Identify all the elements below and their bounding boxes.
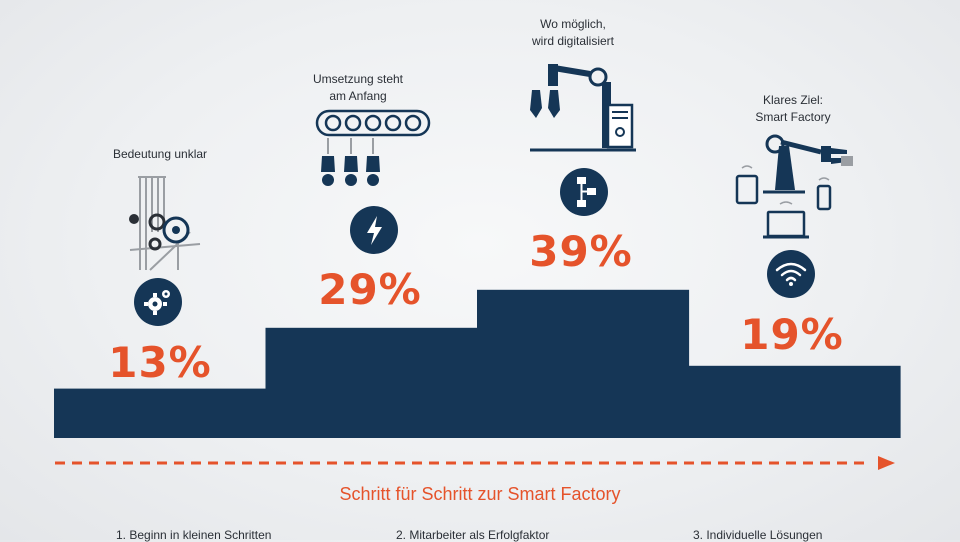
category-label-1: Bedeutung unklar <box>112 147 208 161</box>
progress-arrow <box>55 456 895 470</box>
loom-gears-illustration <box>129 176 201 271</box>
robot-devices-illustration <box>735 134 853 239</box>
value-label-1: 13% <box>108 338 212 387</box>
bar-1 <box>54 388 267 438</box>
lightning-icon <box>350 206 398 254</box>
bar-3 <box>477 289 690 438</box>
bar-4 <box>688 365 901 438</box>
value-label-2: 29% <box>318 265 422 314</box>
bars-group <box>54 289 901 438</box>
footer-item-2: 2. Mitarbeiter als Erfolgfaktor <box>396 528 550 542</box>
conveyor-lamps-illustration <box>315 109 431 186</box>
value-label-3: 39% <box>529 227 633 276</box>
flowchart-icon <box>560 168 608 216</box>
value-label-4: 19% <box>740 310 844 359</box>
footer-item-1: 1. Beginn in kleinen Schritten <box>116 528 272 542</box>
bar-2 <box>265 327 478 438</box>
gear-icon <box>134 278 182 326</box>
category-label-2: Umsetzung steht am Anfang <box>312 72 404 103</box>
footer-item-3: 3. Individuelle Lösungen <box>693 528 823 542</box>
chart-title: Schritt für Schritt zur Smart Factory <box>339 484 621 504</box>
category-label-4: Klares Ziel: Smart Factory <box>755 93 831 124</box>
category-label-3: Wo möglich, wird digitalisiert <box>531 17 615 48</box>
wifi-icon <box>767 250 815 298</box>
robot-arm-computer-illustration <box>530 64 636 152</box>
